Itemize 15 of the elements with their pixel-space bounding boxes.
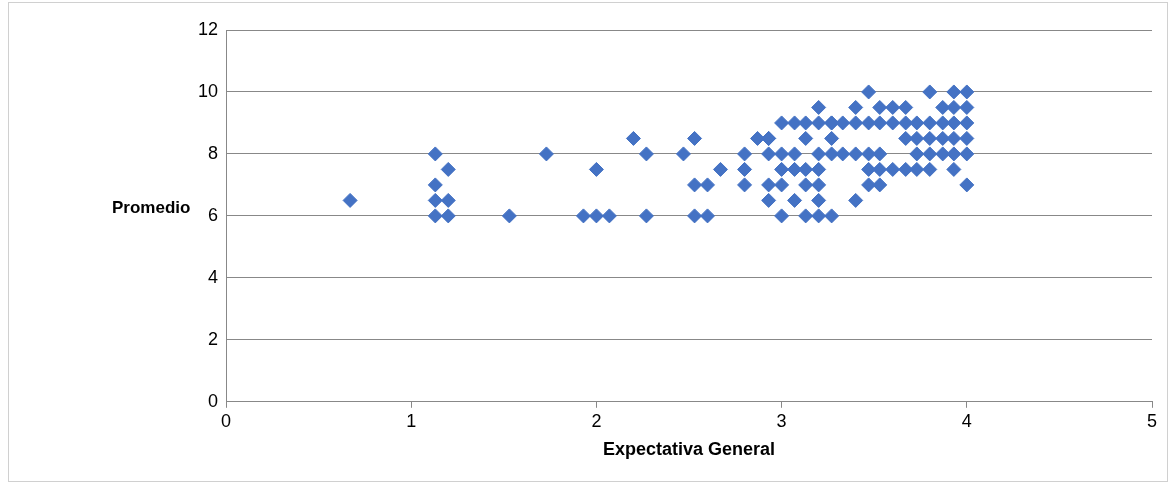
y-tick-label: 12 — [197, 18, 219, 39]
y-tick-label: 8 — [208, 142, 219, 163]
y-tick-label: 4 — [208, 266, 219, 287]
y-tick-label: 2 — [208, 328, 219, 349]
x-axis-title: Expectativa General — [602, 439, 776, 460]
x-tick-label: 3 — [776, 410, 787, 431]
x-tick-label: 1 — [406, 410, 417, 431]
x-tick-label: 2 — [591, 410, 602, 431]
x-tick-label: 5 — [1146, 410, 1158, 431]
y-tick-label: 6 — [208, 204, 219, 225]
y-axis-title: Promedio — [112, 198, 191, 218]
y-tick-label: 0 — [208, 390, 219, 411]
y-tick-label: 10 — [197, 80, 219, 101]
x-tick-label: 0 — [221, 410, 232, 431]
x-tick-label: 4 — [961, 410, 972, 431]
